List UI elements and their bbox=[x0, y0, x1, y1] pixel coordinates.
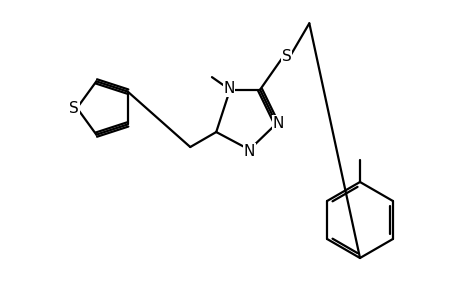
Text: N: N bbox=[243, 144, 255, 159]
Text: S: S bbox=[69, 100, 78, 116]
Text: N: N bbox=[272, 116, 284, 131]
Text: S: S bbox=[281, 49, 291, 64]
Text: N: N bbox=[223, 81, 234, 96]
